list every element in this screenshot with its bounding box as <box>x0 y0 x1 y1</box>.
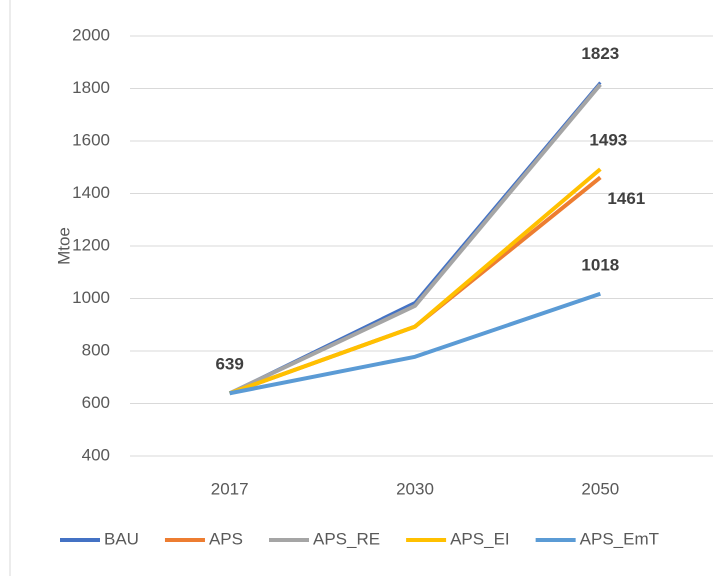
x-tick-label: 2030 <box>396 479 434 498</box>
y-tick-label: 600 <box>82 393 110 412</box>
legend-label: APS_RE <box>313 529 380 548</box>
legend-label: APS_EmT <box>580 529 659 548</box>
y-tick-label: 1000 <box>72 288 110 307</box>
series-line <box>229 81 602 395</box>
data-label: 1493 <box>589 131 627 150</box>
y-axis-label: Mtoe <box>54 227 73 265</box>
data-label: 1823 <box>581 44 619 63</box>
data-label: 639 <box>215 355 243 374</box>
y-tick-label: 1400 <box>72 183 110 202</box>
data-label: 1018 <box>581 255 619 274</box>
legend-label: APS_EI <box>450 529 510 548</box>
x-tick-label: 2017 <box>211 479 249 498</box>
y-tick-label: 1800 <box>72 78 110 97</box>
x-tick-label: 2050 <box>581 479 619 498</box>
y-tick-label: 400 <box>82 445 110 464</box>
series-line <box>229 291 601 396</box>
series-line <box>228 83 602 396</box>
series-line <box>228 167 602 396</box>
legend-label: BAU <box>104 529 139 548</box>
legend-label: APS <box>209 529 243 548</box>
series-line <box>228 175 602 396</box>
y-tick-label: 1600 <box>72 130 110 149</box>
y-tick-label: 800 <box>82 340 110 359</box>
data-label: 1461 <box>607 189 645 208</box>
y-tick-label: 2000 <box>72 25 110 44</box>
y-tick-label: 1200 <box>72 235 110 254</box>
